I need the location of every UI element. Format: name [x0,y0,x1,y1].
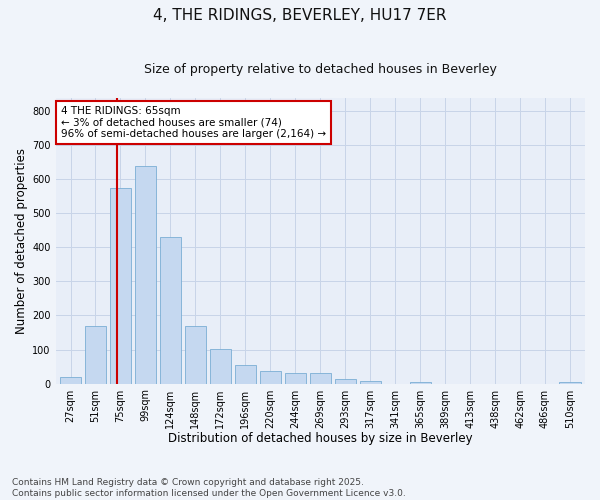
Bar [260,370,281,384]
Bar [359,381,381,384]
Bar [85,326,106,384]
Bar [235,365,256,384]
Bar [335,379,356,384]
Bar [559,382,581,384]
Bar [110,188,131,384]
Bar [185,326,206,384]
Bar [60,377,81,384]
Text: Contains HM Land Registry data © Crown copyright and database right 2025.
Contai: Contains HM Land Registry data © Crown c… [12,478,406,498]
Bar [210,348,231,384]
Bar [310,374,331,384]
Text: 4, THE RIDINGS, BEVERLEY, HU17 7ER: 4, THE RIDINGS, BEVERLEY, HU17 7ER [153,8,447,22]
Bar [410,382,431,384]
Text: 4 THE RIDINGS: 65sqm
← 3% of detached houses are smaller (74)
96% of semi-detach: 4 THE RIDINGS: 65sqm ← 3% of detached ho… [61,106,326,140]
Y-axis label: Number of detached properties: Number of detached properties [15,148,28,334]
Bar [135,166,156,384]
Bar [284,374,306,384]
X-axis label: Distribution of detached houses by size in Beverley: Distribution of detached houses by size … [168,432,473,445]
Bar [160,237,181,384]
Title: Size of property relative to detached houses in Beverley: Size of property relative to detached ho… [144,62,497,76]
